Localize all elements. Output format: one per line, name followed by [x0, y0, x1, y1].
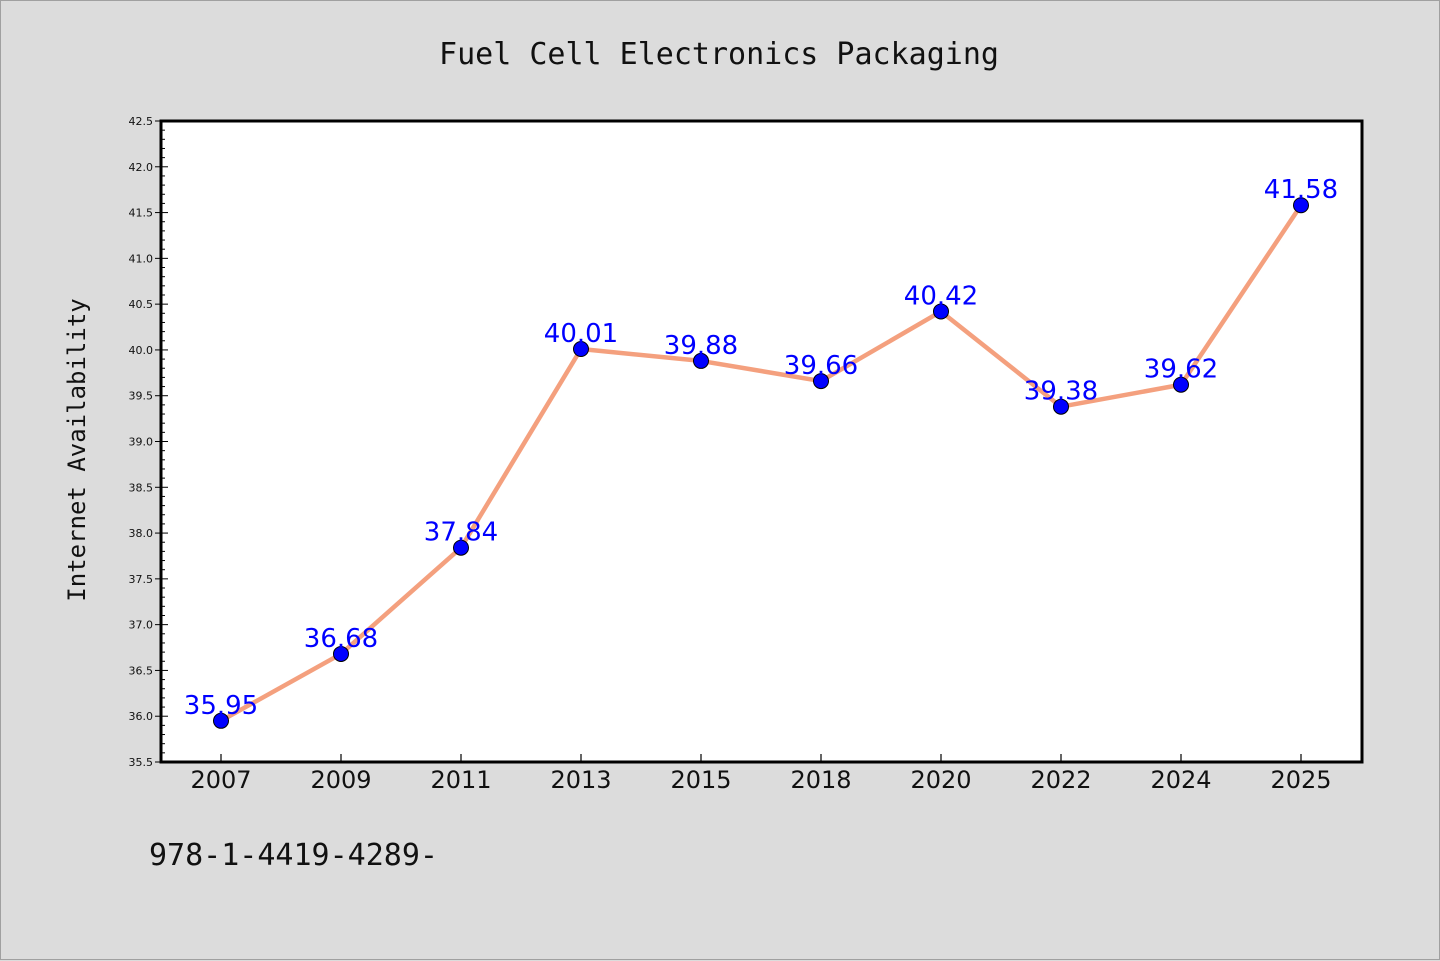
plot-area: [161, 121, 1362, 762]
y-tick-label: 37.0: [129, 619, 154, 632]
x-tick-label: 2022: [1030, 766, 1091, 794]
x-tick-label: 2020: [910, 766, 971, 794]
data-point: [813, 373, 829, 390]
y-tick-label: 36.5: [129, 664, 154, 677]
series-layer: [213, 197, 1309, 729]
data-point: [573, 341, 589, 358]
chart-title: Fuel Cell Electronics Packaging: [439, 37, 999, 72]
data-label: 39.38: [1024, 377, 1098, 407]
y-tick-label: 38.0: [129, 527, 154, 540]
data-point: [453, 539, 469, 556]
y-axis-ticks: 35.5 36.0 36.5 37.0 37.5 38.0 38.5 39.0 39.5 40.0…: [129, 115, 168, 769]
footer-text: 978-1-4419-4289-: [149, 838, 438, 873]
data-point: [933, 303, 949, 320]
data-label: 39.62: [1144, 355, 1218, 385]
y-tick-label: 42.0: [129, 161, 154, 174]
data-point: [1293, 197, 1309, 214]
x-tick-label: 2011: [430, 766, 491, 794]
y-tick-label: 42.5: [129, 115, 154, 128]
x-tick-label: 2025: [1270, 766, 1331, 794]
x-axis-ticks: 2007 2009 2011 2013 2015 2018 2020 2022 2024 2025: [190, 754, 1332, 794]
data-label: 39.88: [664, 331, 738, 361]
data-labels: 35.95 36.68 37.84 40.01 39.88 39.66 40.42 39.38…: [184, 175, 1338, 721]
x-tick-label: 2024: [1150, 766, 1211, 794]
data-label: 37.84: [424, 518, 498, 548]
data-label: 35.95: [184, 691, 258, 721]
data-point: [1173, 376, 1189, 393]
y-tick-label: 40.0: [129, 344, 154, 357]
x-tick-label: 2018: [790, 766, 851, 794]
y-tick-label: 39.0: [129, 436, 154, 449]
plot-border: [159, 119, 1364, 764]
data-point: [333, 645, 349, 662]
y-axis-label: Internet Availability: [63, 298, 91, 601]
y-tick-label: 37.5: [129, 573, 154, 586]
y-tick-label: 36.0: [129, 710, 154, 723]
data-label: 41.58: [1264, 175, 1338, 205]
y-tick-label: 41.5: [129, 207, 154, 220]
data-point: [213, 712, 229, 729]
y-tick-label: 39.5: [129, 390, 154, 403]
data-label: 39.66: [784, 351, 858, 381]
y-tick-label: 40.5: [129, 298, 154, 311]
x-tick-label: 2007: [190, 766, 251, 794]
data-point: [1053, 398, 1069, 415]
data-point: [693, 352, 709, 369]
data-label: 36.68: [304, 624, 378, 654]
x-tick-label: 2009: [310, 766, 371, 794]
series-line: [219, 203, 1303, 723]
y-tick-label: 38.5: [129, 481, 154, 494]
x-tick-label: 2013: [550, 766, 611, 794]
y-tick-label: 41.0: [129, 252, 154, 265]
x-tick-label: 2015: [670, 766, 731, 794]
data-label: 40.01: [544, 319, 618, 349]
data-label: 40.42: [904, 281, 978, 311]
y-tick-label: 35.5: [129, 756, 154, 769]
